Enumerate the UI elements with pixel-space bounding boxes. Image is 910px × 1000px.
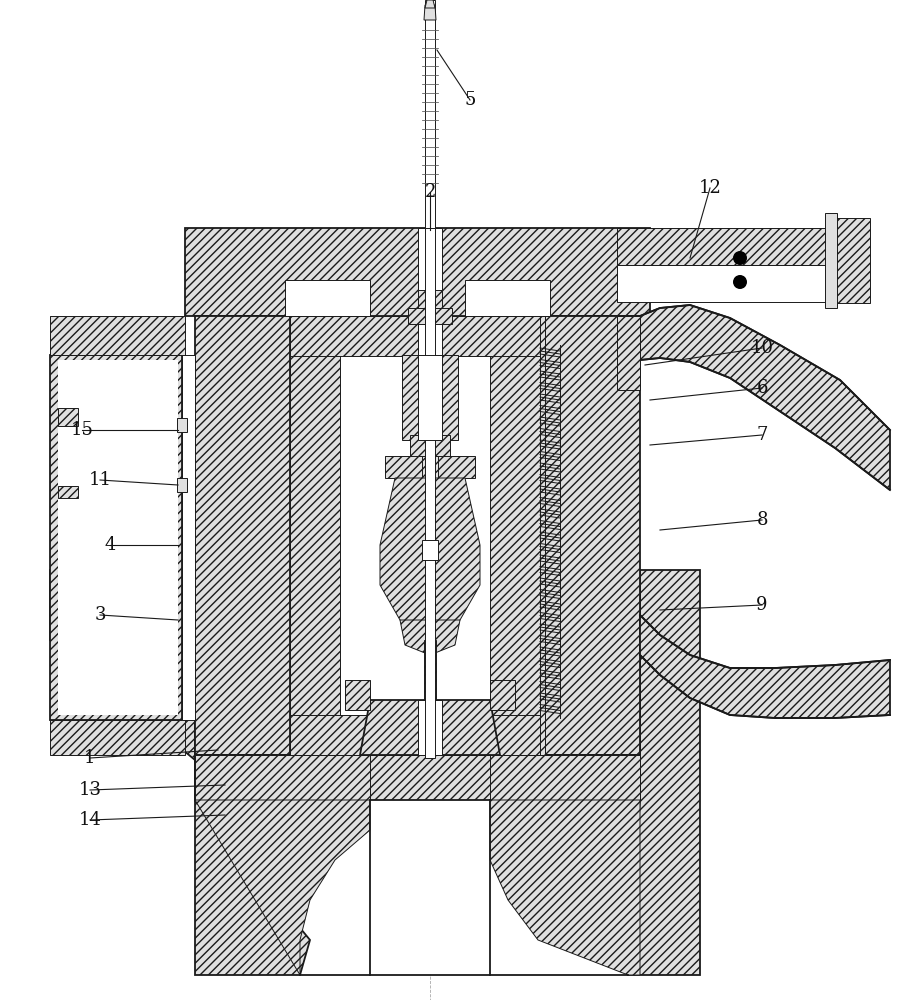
Polygon shape <box>640 305 890 490</box>
Bar <box>425 228 435 758</box>
Bar <box>490 680 515 710</box>
Bar <box>58 486 78 498</box>
Polygon shape <box>617 316 640 390</box>
Bar <box>340 316 490 755</box>
Text: 12: 12 <box>699 179 722 197</box>
Text: 11: 11 <box>88 471 112 489</box>
Bar <box>825 213 837 308</box>
Text: 3: 3 <box>95 606 106 624</box>
Text: 10: 10 <box>751 339 774 357</box>
Bar <box>410 435 450 460</box>
Text: 5: 5 <box>464 91 476 109</box>
Polygon shape <box>380 478 480 640</box>
Polygon shape <box>628 570 700 975</box>
Bar <box>290 316 540 356</box>
Text: 14: 14 <box>78 811 101 829</box>
Polygon shape <box>50 355 182 720</box>
Polygon shape <box>195 800 370 975</box>
Bar <box>58 360 178 715</box>
Polygon shape <box>360 700 500 755</box>
Text: 6: 6 <box>756 379 768 397</box>
Polygon shape <box>425 0 435 8</box>
Bar <box>422 456 438 541</box>
Bar <box>385 456 475 478</box>
Bar <box>177 418 187 432</box>
Bar <box>545 316 640 755</box>
Bar <box>185 228 650 316</box>
Polygon shape <box>490 755 640 800</box>
Circle shape <box>733 275 747 289</box>
Bar <box>832 218 870 303</box>
Polygon shape <box>195 755 370 800</box>
Bar <box>617 228 832 265</box>
Polygon shape <box>50 720 185 755</box>
Bar <box>290 715 540 755</box>
Text: 4: 4 <box>105 536 116 554</box>
Text: 7: 7 <box>756 426 768 444</box>
Bar <box>424 640 436 715</box>
Text: 15: 15 <box>71 421 94 439</box>
Bar <box>418 290 442 308</box>
Bar <box>370 800 490 975</box>
Polygon shape <box>50 570 310 975</box>
Polygon shape <box>424 5 436 20</box>
Bar <box>195 316 290 755</box>
Bar <box>177 478 187 492</box>
Bar <box>465 280 550 316</box>
Bar <box>490 316 545 755</box>
Polygon shape <box>640 615 890 718</box>
Text: 2: 2 <box>424 183 436 201</box>
Text: 8: 8 <box>756 511 768 529</box>
Bar <box>418 316 442 356</box>
Bar <box>182 355 195 720</box>
Bar <box>408 308 452 324</box>
Bar <box>290 316 340 755</box>
Bar <box>418 700 442 755</box>
Bar <box>418 228 442 316</box>
Bar <box>617 265 832 302</box>
Bar <box>58 408 78 426</box>
Bar <box>195 755 640 800</box>
Bar <box>345 680 370 710</box>
Text: 1: 1 <box>85 749 96 767</box>
Bar <box>422 540 438 560</box>
Polygon shape <box>400 620 460 655</box>
Bar <box>418 355 442 440</box>
Bar <box>402 355 458 440</box>
Bar <box>285 280 370 316</box>
Text: 13: 13 <box>78 781 102 799</box>
Bar <box>425 0 435 228</box>
Text: 9: 9 <box>756 596 768 614</box>
Polygon shape <box>490 800 640 975</box>
Polygon shape <box>50 316 185 355</box>
Bar <box>422 715 438 755</box>
Circle shape <box>733 251 747 265</box>
